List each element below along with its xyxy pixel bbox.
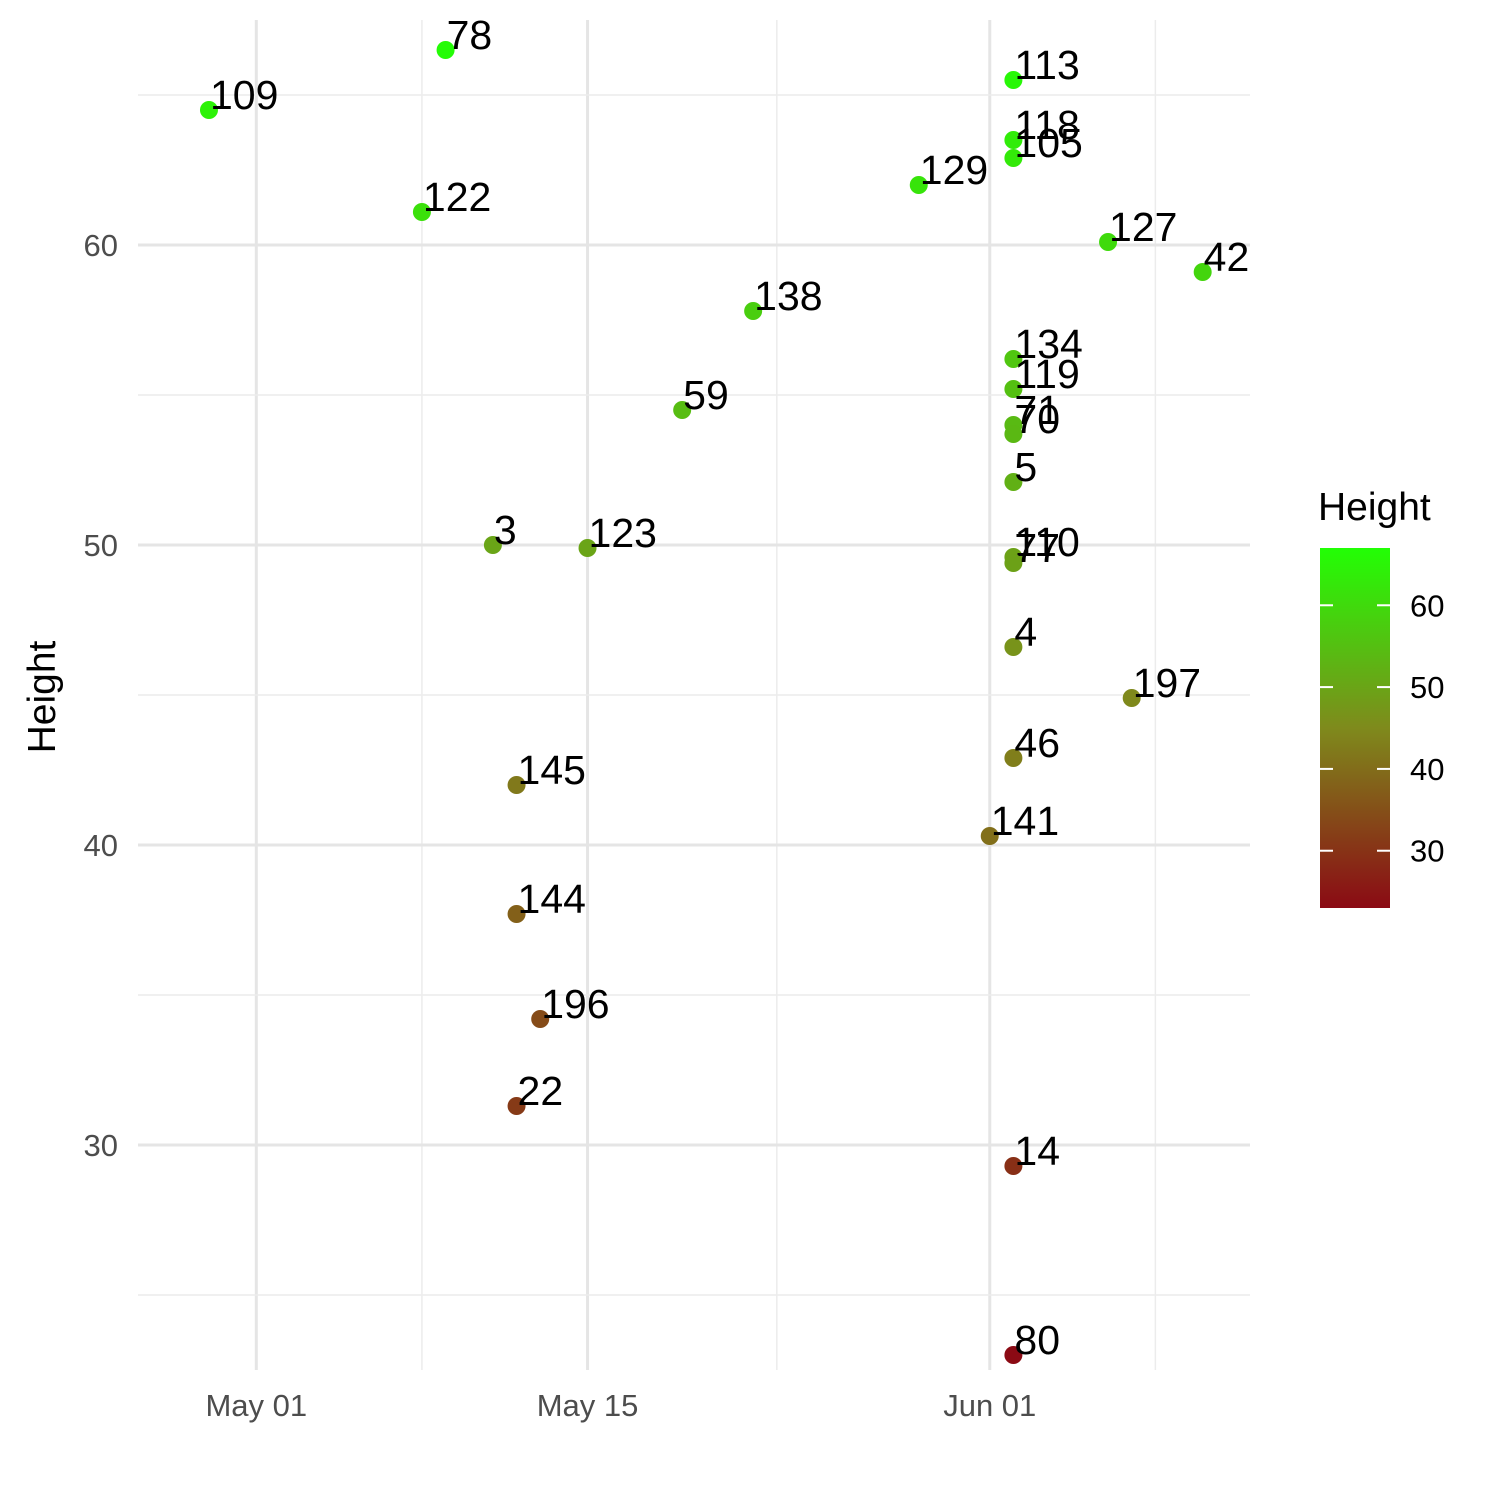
data-point-label: 110: [1014, 519, 1079, 565]
data-point: [1004, 350, 1023, 368]
data-point: [1004, 1157, 1023, 1175]
grid: [138, 20, 1250, 1370]
data-point: [1004, 149, 1023, 167]
data-point: [1004, 380, 1023, 398]
data-point: [199, 101, 218, 119]
data-point-label: 119: [1014, 351, 1079, 397]
data-point: [1004, 749, 1023, 767]
data-point-label: 77: [1014, 525, 1060, 571]
y-tick-label: 40: [84, 828, 118, 863]
data-point-label: 129: [920, 147, 988, 193]
data-point: [1004, 473, 1023, 491]
data-point: [1099, 233, 1118, 251]
data-point-label: 145: [518, 747, 586, 793]
data-point: [436, 41, 455, 59]
legend-title: Height: [1318, 486, 1431, 529]
legend-colorbar: [1320, 548, 1390, 908]
y-axis-ticks: 30 40 50 60: [84, 228, 118, 1163]
data-point-label: 109: [210, 72, 278, 118]
data-point-label: 80: [1014, 1317, 1060, 1363]
data-point: [531, 1010, 550, 1028]
data-point-label: 113: [1014, 42, 1079, 88]
data-point-label: 196: [541, 981, 609, 1027]
data-point: [1004, 554, 1023, 572]
data-point-label: 127: [1109, 204, 1177, 250]
legend-tick-label: 40: [1410, 752, 1444, 787]
data-point-label: 71: [1014, 387, 1060, 433]
data-point-label: 70: [1014, 396, 1060, 442]
data-point: [1193, 263, 1212, 281]
legend-tick-label: 60: [1410, 588, 1444, 623]
x-tick-label: May 01: [205, 1388, 307, 1423]
data-point-label: 59: [683, 372, 729, 418]
y-axis-title: Height: [21, 640, 64, 753]
data-point-label: 144: [518, 876, 586, 922]
x-tick-label: May 15: [537, 1388, 639, 1423]
legend: Height 30 40 50 60: [1318, 486, 1444, 908]
data-point: [673, 401, 692, 419]
data-point-label: 105: [1014, 120, 1082, 166]
data-point-label: 134: [1014, 321, 1082, 367]
data-point-label: 46: [1014, 720, 1060, 766]
data-point-label: 141: [991, 798, 1059, 844]
data-point-label: 118: [1014, 102, 1079, 148]
data-point: [1004, 638, 1023, 656]
data-point-label: 78: [447, 12, 493, 58]
y-tick-label: 50: [84, 528, 118, 563]
data-point: [1122, 689, 1141, 707]
data-point-label: 14: [1014, 1128, 1060, 1174]
data-point-label: 138: [754, 273, 822, 319]
data-point-label: 122: [423, 174, 491, 220]
data-point-label: 42: [1204, 234, 1250, 280]
data-point-label: 123: [589, 510, 657, 556]
data-point-label: 4: [1014, 609, 1037, 655]
x-tick-label: Jun 01: [943, 1388, 1036, 1423]
y-tick-label: 30: [84, 1128, 118, 1163]
data-point: [744, 302, 763, 320]
data-point: [578, 539, 597, 557]
data-point: [483, 536, 502, 554]
data-point: [1004, 1346, 1023, 1364]
legend-ticks: 30 40 50 60: [1320, 588, 1444, 869]
data-point: [507, 905, 526, 923]
data-point-label: 3: [494, 507, 517, 553]
data-point: [412, 203, 431, 221]
legend-tick-label: 30: [1410, 834, 1444, 869]
data-point-label: 5: [1014, 444, 1037, 490]
data-point: [980, 827, 999, 845]
data-point: [507, 1097, 526, 1115]
x-axis-ticks: May 01 May 15 Jun 01: [205, 1388, 1036, 1423]
data-point: [1004, 131, 1023, 149]
data-point: [1004, 71, 1023, 89]
data-point-label: 22: [518, 1068, 564, 1114]
data-point: [507, 776, 526, 794]
y-tick-label: 60: [84, 228, 118, 263]
data-point: [909, 176, 928, 194]
legend-tick-label: 50: [1410, 670, 1444, 705]
data-point: [1004, 425, 1023, 443]
data-point-label: 197: [1133, 660, 1201, 706]
